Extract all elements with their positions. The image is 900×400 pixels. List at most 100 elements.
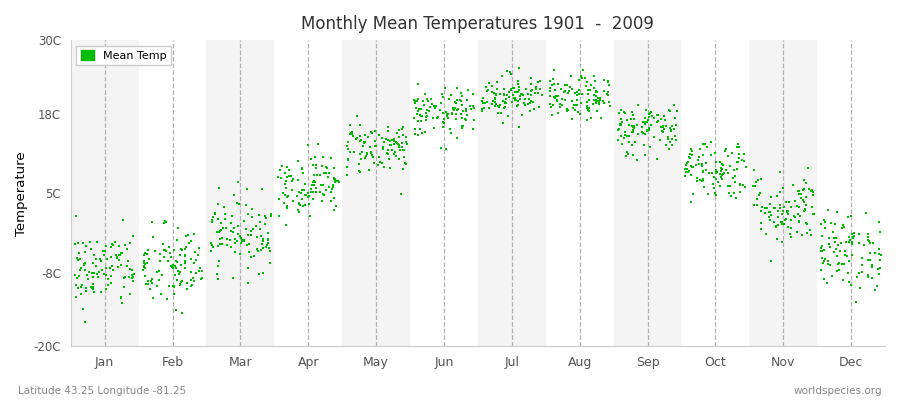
Point	[306, 196, 320, 202]
Point	[455, 102, 470, 108]
Point	[326, 184, 340, 190]
Point	[797, 176, 812, 183]
Point	[417, 102, 431, 108]
Point	[860, 273, 875, 279]
Point	[456, 108, 471, 114]
Point	[122, 266, 137, 272]
Point	[97, 271, 112, 278]
Point	[474, 108, 489, 114]
Point	[814, 255, 829, 262]
Point	[247, 252, 261, 259]
Point	[340, 156, 355, 162]
Point	[857, 241, 871, 248]
Point	[845, 252, 859, 258]
Point	[596, 98, 610, 104]
Point	[788, 198, 802, 204]
Point	[781, 199, 796, 206]
Point	[416, 98, 430, 104]
Point	[69, 282, 84, 289]
Point	[796, 198, 811, 205]
Point	[508, 95, 522, 101]
Point	[358, 138, 373, 145]
Point	[715, 164, 729, 171]
Point	[733, 182, 747, 188]
Point	[79, 288, 94, 294]
Point	[360, 133, 374, 140]
Point	[696, 176, 710, 183]
Point	[303, 155, 318, 162]
Point	[847, 233, 861, 239]
Point	[173, 251, 187, 258]
Point	[829, 235, 843, 241]
Point	[246, 226, 260, 232]
Point	[501, 89, 516, 95]
Point	[291, 158, 305, 164]
Point	[212, 185, 227, 192]
Point	[696, 176, 710, 182]
Point	[779, 209, 794, 215]
Point	[255, 241, 269, 248]
Point	[152, 258, 166, 264]
Point	[442, 96, 456, 102]
Point	[166, 282, 181, 289]
Point	[497, 92, 511, 98]
Point	[783, 204, 797, 210]
Point	[86, 284, 101, 290]
Point	[284, 186, 299, 193]
Point	[94, 289, 108, 296]
Point	[814, 267, 828, 273]
Point	[245, 206, 259, 212]
Point	[138, 261, 152, 267]
Point	[616, 135, 631, 141]
Point	[237, 237, 251, 243]
Point	[414, 106, 428, 112]
Point	[70, 275, 85, 282]
Point	[362, 167, 376, 173]
Point	[258, 213, 273, 219]
Point	[90, 271, 104, 277]
Point	[284, 173, 299, 179]
Point	[642, 111, 656, 117]
Point	[567, 90, 581, 96]
Point	[597, 88, 611, 94]
Point	[864, 275, 878, 281]
Point	[273, 166, 287, 173]
Point	[78, 248, 93, 255]
Point	[194, 268, 209, 274]
Point	[657, 126, 671, 132]
Point	[412, 111, 427, 118]
Point	[234, 236, 248, 243]
Point	[233, 251, 248, 257]
Point	[783, 230, 797, 237]
Point	[308, 154, 322, 160]
Point	[76, 262, 91, 268]
Point	[519, 86, 534, 92]
Point	[560, 108, 574, 114]
Point	[730, 144, 744, 150]
Point	[626, 123, 641, 130]
Point	[780, 208, 795, 214]
Point	[155, 272, 169, 278]
Point	[831, 242, 845, 248]
Point	[718, 146, 733, 152]
Point	[846, 235, 860, 242]
Point	[638, 131, 652, 138]
Point	[446, 107, 461, 113]
Point	[837, 224, 851, 230]
Point	[364, 150, 378, 156]
Point	[580, 78, 594, 85]
Point	[399, 138, 413, 145]
Point	[118, 274, 132, 280]
Point	[295, 165, 310, 171]
Point	[69, 254, 84, 261]
Point	[721, 153, 735, 160]
Point	[352, 168, 366, 174]
Point	[296, 170, 310, 176]
Point	[459, 106, 473, 112]
Point	[224, 212, 238, 219]
Point	[127, 270, 141, 277]
Point	[295, 186, 310, 193]
Point	[603, 103, 617, 110]
Point	[463, 102, 477, 109]
Point	[644, 109, 659, 115]
